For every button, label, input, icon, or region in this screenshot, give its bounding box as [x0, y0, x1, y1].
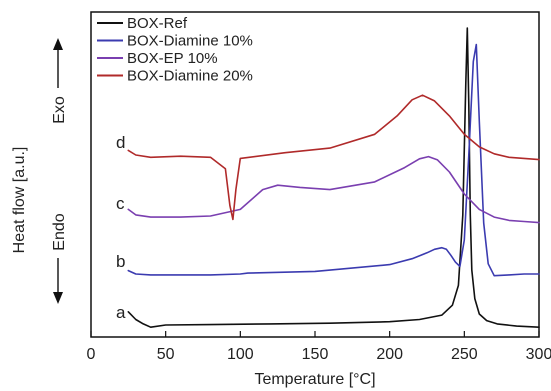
exo-label: Exo — [51, 96, 68, 124]
legend-entry: BOX-EP 10% — [127, 50, 218, 67]
endo-arrow-head — [53, 292, 63, 304]
trace-label-b: b — [116, 252, 125, 271]
curves-layer — [127, 27, 540, 329]
trace-label-a: a — [116, 303, 126, 322]
series-line-a — [127, 27, 540, 329]
exo-arrow-head — [53, 38, 63, 50]
x-axis-title: Temperature [°C] — [254, 371, 375, 388]
legend-entry: BOX-Diamine 10% — [127, 33, 253, 50]
y-axis-title: Heat flow [a.u.] — [11, 147, 28, 254]
series-line-b — [127, 43, 540, 277]
legend-entry: BOX-Ref — [127, 15, 188, 32]
series-line-c — [127, 155, 540, 224]
trace-labels: a b c d — [116, 133, 126, 322]
legend-entry: BOX-Diamine 20% — [127, 68, 253, 85]
x-tick-label: 200 — [376, 346, 403, 363]
x-tick-label: 300 — [526, 346, 551, 363]
x-tick-label: 0 — [87, 346, 96, 363]
x-axis: 0 50 100 150 200 250 300 — [87, 331, 551, 363]
trace-label-d: d — [116, 133, 125, 152]
x-tick-label: 50 — [157, 346, 175, 363]
x-tick-label: 150 — [302, 346, 329, 363]
x-tick-label: 250 — [451, 346, 478, 363]
endo-indicator: Endo — [51, 213, 68, 304]
series-line-d — [127, 94, 540, 221]
x-tick-label: 100 — [227, 346, 254, 363]
trace-label-c: c — [116, 194, 125, 213]
exo-indicator: Exo — [51, 38, 68, 124]
endo-label: Endo — [51, 213, 68, 250]
